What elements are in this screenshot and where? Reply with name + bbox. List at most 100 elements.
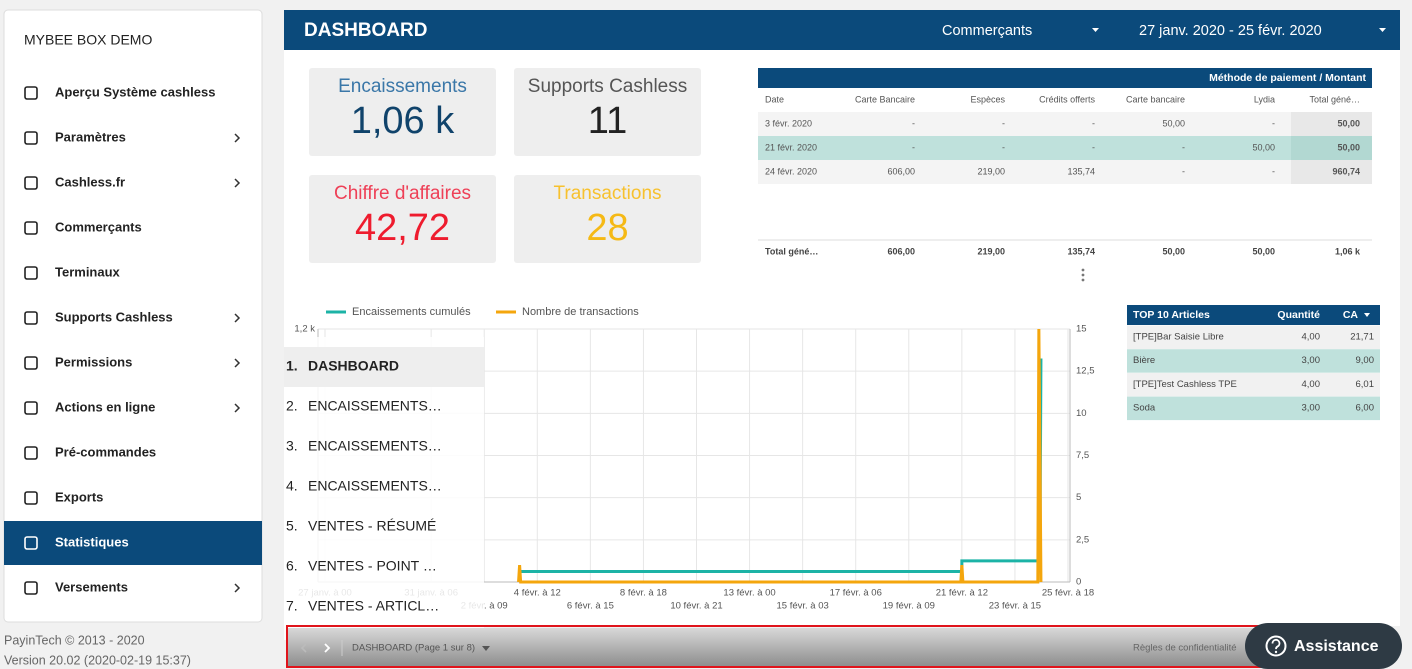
page-number: 2. <box>286 398 298 414</box>
menu-item[interactable]: Aperçu Système cashless <box>55 84 215 99</box>
total-cell <box>1291 112 1372 136</box>
table-cell: 960,74 <box>1332 166 1360 176</box>
kpi-value: 11 <box>588 100 627 142</box>
legend-label: Encaissements cumulés <box>352 306 471 318</box>
page-link[interactable]: VENTES - RÉSUMÉ <box>308 518 436 534</box>
page-link[interactable]: VENTES - POINT … <box>308 558 437 574</box>
page-menu-panel <box>284 337 484 640</box>
active-item-bg <box>4 521 262 565</box>
menu-item[interactable]: Statistiques <box>55 534 129 549</box>
footer-text: Version 20.02 (2020-02-19 15:37) <box>4 653 191 667</box>
kpi-value: 42,72 <box>355 207 450 249</box>
kpi-value: 1,06 k <box>351 100 456 142</box>
menu-item[interactable]: Commerçants <box>55 219 142 234</box>
sidebar-panel <box>3 9 263 623</box>
menu-item[interactable]: Permissions <box>55 354 132 369</box>
top-cell: 6,01 <box>1356 379 1375 390</box>
menu-icon <box>24 131 38 145</box>
page-link[interactable]: ENCAISSEMENTS… <box>308 478 442 494</box>
table-cell: 21 févr. 2020 <box>765 142 817 152</box>
total-cell-text: Total géné… <box>765 246 818 256</box>
total-cell-text: 606,00 <box>887 246 915 256</box>
assistance-label: Assistance <box>1294 638 1379 655</box>
menu-item[interactable]: Paramètres <box>55 129 126 144</box>
page-number: 5. <box>286 518 298 534</box>
page-indicator[interactable]: DASHBOARD (Page 1 sur 8) <box>352 643 475 654</box>
column-header: Total géné… <box>1309 94 1360 104</box>
top-cell: 4,00 <box>1302 379 1321 390</box>
page-number: 3. <box>286 438 298 454</box>
menu-icon <box>24 446 38 460</box>
menu-icon <box>24 536 38 550</box>
assistance-button[interactable] <box>1245 623 1402 669</box>
header-bar <box>284 10 1400 50</box>
table-cell: - <box>912 118 915 128</box>
total-cell-text: 50,00 <box>1162 246 1185 256</box>
column-header: Date <box>765 94 784 104</box>
menu-item[interactable]: Terminaux <box>55 264 121 279</box>
menu-icon <box>24 311 38 325</box>
menu-item[interactable]: Versements <box>55 579 128 594</box>
chevron <box>234 133 241 143</box>
top-column-header: CA <box>1343 309 1359 321</box>
y2-tick-label: 2,5 <box>1076 534 1089 545</box>
filter-select[interactable]: Commerçants <box>942 23 1032 39</box>
kpi-label: Encaissements <box>338 76 467 97</box>
table-cell: - <box>1272 118 1275 128</box>
menu-item[interactable]: Exports <box>55 489 103 504</box>
menu-icon <box>24 86 38 100</box>
chevron <box>234 178 241 188</box>
table-row <box>758 136 1372 160</box>
menu-icon <box>24 221 38 235</box>
top-column-header: TOP 10 Articles <box>1133 309 1210 321</box>
total-cell <box>1291 136 1372 160</box>
page-link[interactable]: ENCAISSEMENTS… <box>308 398 442 414</box>
column-header: Espèces <box>970 94 1005 104</box>
help-icon-mark <box>1271 638 1281 650</box>
kpi-value: 28 <box>586 207 628 249</box>
help-icon-dot <box>1274 650 1278 654</box>
table-header-bar <box>758 68 1372 88</box>
total-cell-text: 1,06 k <box>1335 246 1361 256</box>
page-link[interactable]: VENTES - ARTICL… <box>308 598 439 614</box>
date-range[interactable]: 27 janv. 2020 - 25 févr. 2020 <box>1139 23 1322 39</box>
menu-icon <box>24 491 38 505</box>
x-tick-label: 23 févr. à 15 <box>989 601 1041 612</box>
kpi-label: Chiffre d'affaires <box>334 183 471 204</box>
table-cell: 50,00 <box>1252 142 1275 152</box>
table-row <box>758 160 1372 184</box>
total-cell-text: 135,74 <box>1067 246 1095 256</box>
top-column-header: Quantité <box>1277 309 1320 321</box>
menu-item[interactable]: Cashless.fr <box>55 174 125 189</box>
page-link[interactable]: ENCAISSEMENTS… <box>308 438 442 454</box>
top-header-bar <box>1127 305 1380 325</box>
menu-item[interactable]: Pré-commandes <box>55 444 156 459</box>
privacy-link[interactable]: Règles de confidentialité <box>1133 643 1237 654</box>
dropdown-arrow <box>1092 28 1099 32</box>
page-number: 7. <box>286 598 298 614</box>
top-cell: Soda <box>1133 403 1156 414</box>
table-cell: 50,00 <box>1337 142 1360 152</box>
page-link[interactable]: DASHBOARD <box>308 358 399 374</box>
chevron <box>234 313 241 323</box>
column-header: Crédits offerts <box>1039 94 1095 104</box>
total-cell-text: 219,00 <box>977 246 1005 256</box>
table-cell: 606,00 <box>887 166 915 176</box>
next-page[interactable] <box>324 643 331 653</box>
top-cell: 4,00 <box>1302 332 1321 343</box>
prev-page[interactable] <box>300 643 307 653</box>
top-cell: 3,00 <box>1302 355 1321 366</box>
table-cell: 50,00 <box>1162 118 1185 128</box>
kpi-card <box>514 175 701 263</box>
x-tick-label: 8 févr. à 18 <box>620 588 667 599</box>
menu-item[interactable]: Supports Cashless <box>55 309 173 324</box>
menu-icon <box>24 401 38 415</box>
total-cell <box>1291 160 1372 184</box>
top-cell: [TPE]Bar Saisie Libre <box>1133 332 1224 343</box>
top-cell: 21,71 <box>1350 332 1374 343</box>
y2-tick-label: 5 <box>1076 492 1081 503</box>
chevron <box>234 358 241 368</box>
y2-tick-label: 10 <box>1076 408 1087 419</box>
menu-item[interactable]: Actions en ligne <box>55 399 155 414</box>
